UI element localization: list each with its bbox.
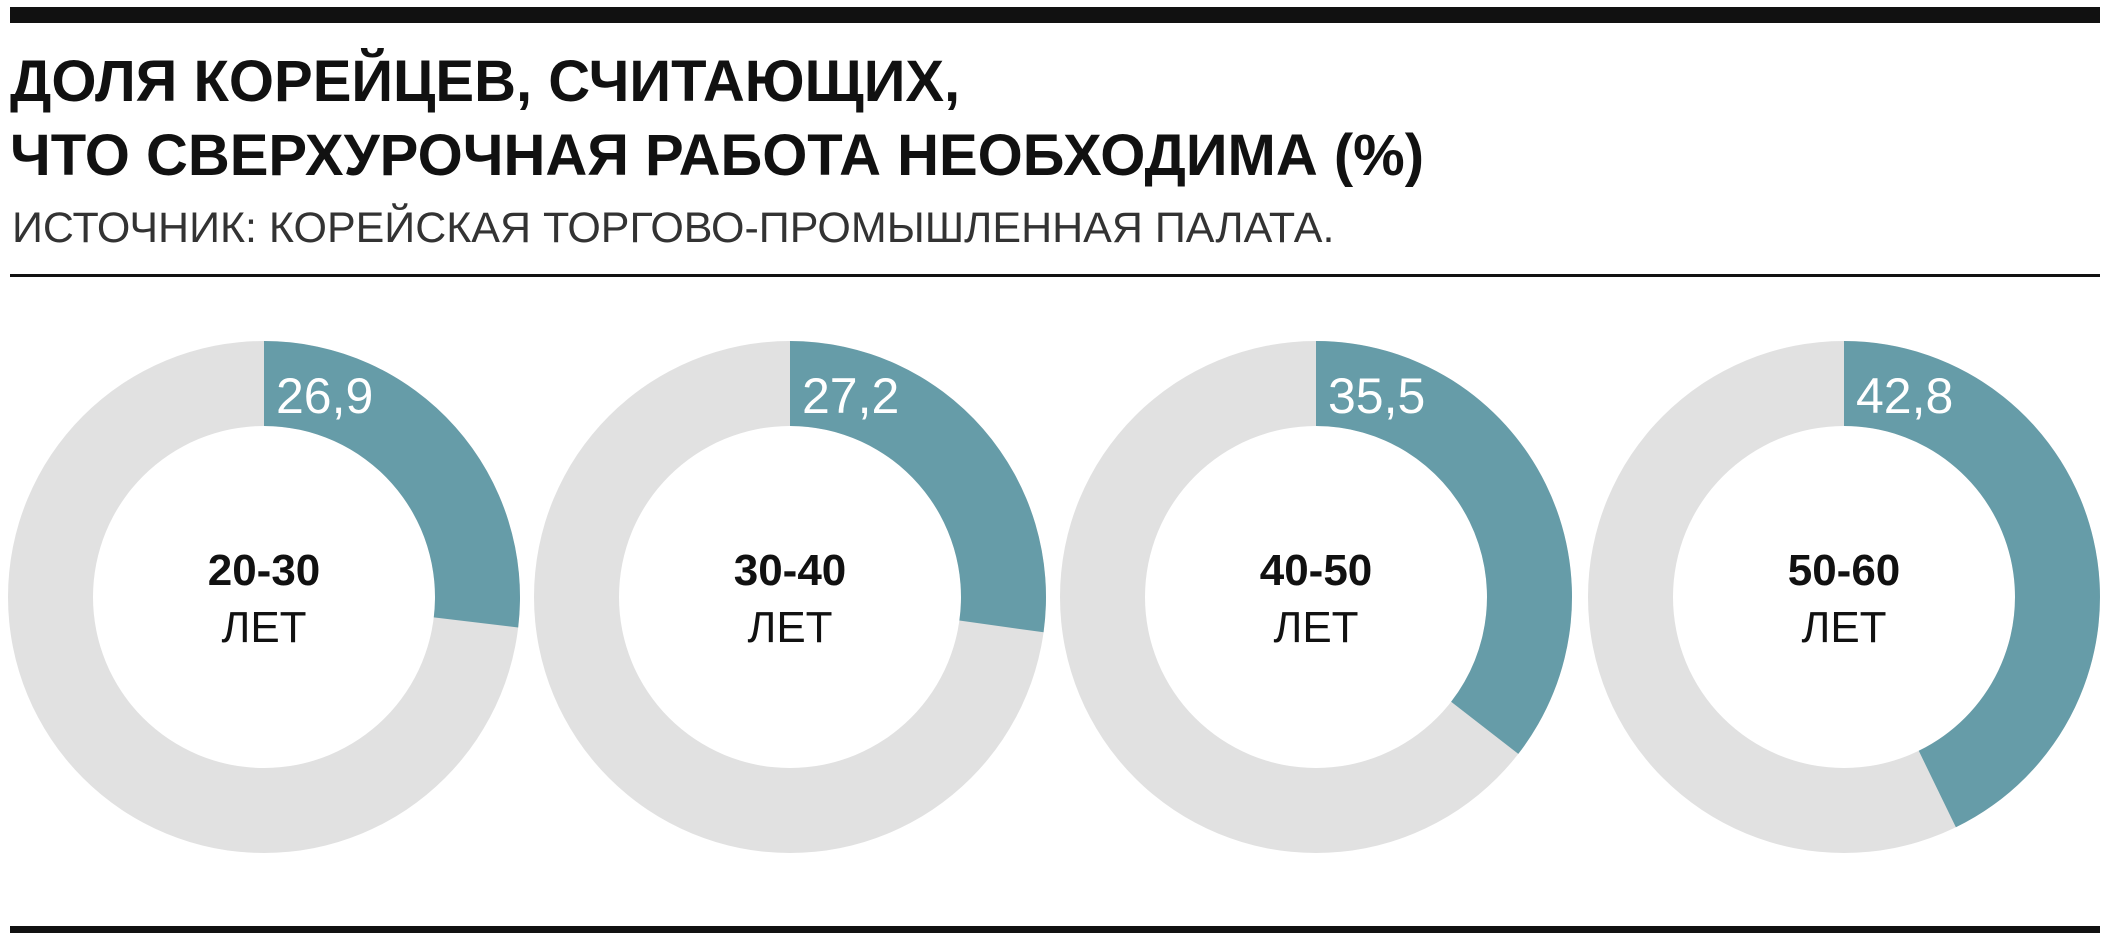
divider bbox=[10, 274, 2100, 277]
center-label: 20-30 bbox=[208, 546, 321, 595]
value-label: 42,8 bbox=[1856, 368, 1953, 424]
center-sublabel: ЛЕТ bbox=[221, 603, 306, 652]
title-line: ДОЛЯ КОРЕЙЦЕВ, СЧИТАЮЩИХ, bbox=[10, 49, 960, 114]
center-sublabel: ЛЕТ bbox=[1801, 603, 1886, 652]
center-sublabel: ЛЕТ bbox=[747, 603, 832, 652]
value-label: 26,9 bbox=[276, 368, 373, 424]
value-label: 35,5 bbox=[1328, 368, 1425, 424]
bottom-bar bbox=[10, 926, 2100, 933]
center-label: 40-50 bbox=[1260, 546, 1373, 595]
value-label: 27,2 bbox=[802, 368, 899, 424]
subtitle: ИСТОЧНИК: КОРЕЙСКАЯ ТОРГОВО-ПРОМЫШЛЕННАЯ… bbox=[12, 203, 1334, 252]
center-label: 50-60 bbox=[1788, 546, 1901, 595]
center-label: 30-40 bbox=[734, 546, 847, 595]
donut-segment bbox=[1844, 341, 2100, 828]
top-bar bbox=[10, 7, 2100, 23]
title-line: ЧТО СВЕРХУРОЧНАЯ РАБОТА НЕОБХОДИМА (%) bbox=[10, 123, 1424, 188]
center-sublabel: ЛЕТ bbox=[1273, 603, 1358, 652]
donut-segment bbox=[264, 341, 520, 628]
donut-segment bbox=[790, 341, 1046, 633]
donut-segment bbox=[1316, 341, 1573, 754]
